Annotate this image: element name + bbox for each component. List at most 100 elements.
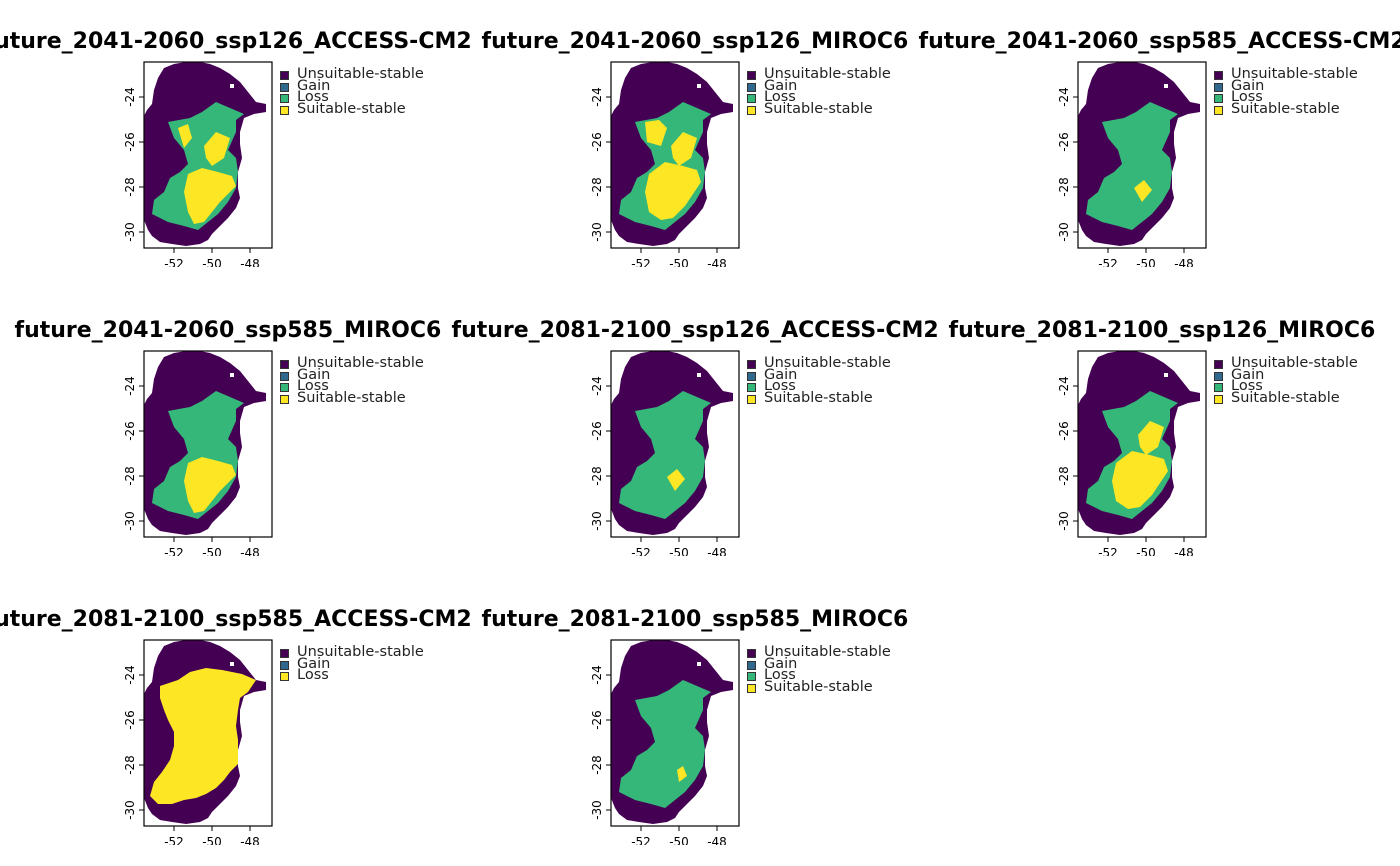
legend-label: Suitable-stable <box>764 101 873 118</box>
legend-swatch <box>1214 82 1223 92</box>
legend-item: Gain <box>1214 367 1358 382</box>
y-tick-label: -28 <box>123 755 137 775</box>
suitability-map: -52 -50 -48 -24 -26 -28 -30 <box>590 639 740 845</box>
panel-title: future_2041-2060_ssp126_MIROC6 <box>481 29 909 54</box>
x-tick-label: -48 <box>707 546 727 556</box>
legend-label: Unsuitable-stable <box>297 355 424 371</box>
no-data-cell <box>230 373 234 377</box>
map-legend: Unsuitable-stable Gain Loss <box>280 644 424 683</box>
y-tick-label: -24 <box>123 87 137 107</box>
legend-item: Unsuitable-stable <box>747 66 891 82</box>
legend-item: Suitable-stable <box>280 101 424 118</box>
legend-item: Suitable-stable <box>1214 102 1358 116</box>
suitability-map: -52 -50 -48 -24 -26 -28 -30 <box>590 61 740 267</box>
legend-item: Loss <box>747 379 891 394</box>
plot-frame <box>143 350 273 538</box>
y-tick-label: -26 <box>1057 421 1071 441</box>
legend-item: Suitable-stable <box>747 390 891 407</box>
legend-label: Unsuitable-stable <box>764 66 891 82</box>
region-suitable-stable <box>184 457 236 513</box>
legend-label: Unsuitable-stable <box>297 644 424 660</box>
legend-swatch <box>280 371 289 381</box>
legend-item: Unsuitable-stable <box>280 644 424 660</box>
y-tick-label: -28 <box>1057 466 1071 486</box>
y-tick-label: -24 <box>590 665 604 685</box>
map-legend: Unsuitable-stable Gain Loss Suitable-stable <box>1214 356 1358 405</box>
region-suitable-stable <box>645 162 701 220</box>
x-tick-label: -52 <box>1098 257 1118 267</box>
panel-title: future_2041-2060_ssp585_ACCESS-CM2 <box>918 29 1400 54</box>
x-tick-label: -48 <box>240 546 260 556</box>
x-tick-label: -52 <box>631 546 651 556</box>
plot-frame <box>610 350 740 538</box>
legend-item: Gain <box>1214 77 1358 94</box>
legend-item: Gain <box>280 77 424 94</box>
legend-item: Gain <box>747 656 891 671</box>
region-suitable-stable <box>1138 421 1164 455</box>
y-tick-label: -30 <box>123 800 137 820</box>
y-tick-label: -24 <box>123 665 137 685</box>
no-data-cell <box>1164 84 1168 88</box>
legend-item: Gain <box>280 656 424 671</box>
legend-label: Gain <box>297 77 331 94</box>
region-suitable-stable <box>178 124 192 148</box>
y-tick-label: -30 <box>1057 222 1071 242</box>
y-tick-label: -30 <box>123 511 137 531</box>
y-tick-label: -26 <box>590 421 604 441</box>
legend-item: Suitable-stable <box>1214 391 1358 405</box>
legend-label: Loss <box>297 378 329 395</box>
no-data-cell <box>230 662 234 666</box>
map-legend: Unsuitable-stable Gain Loss Suitable-stable <box>747 645 891 694</box>
panel-title: future_2081-2100_ssp126_ACCESS-CM2 <box>451 318 939 343</box>
region-suitable-stable <box>184 168 236 224</box>
x-tick-label: -52 <box>631 257 651 267</box>
legend-item: Suitable-stable <box>280 391 424 405</box>
legend-swatch <box>280 94 289 104</box>
suitability-map: -52 -50 -48 -24 -26 -28 -30 <box>123 61 273 267</box>
legend-label: Suitable-stable <box>297 101 406 118</box>
legend-swatch <box>280 672 289 682</box>
suitability-map: -52 -50 -48 -24 -26 -28 -30 <box>590 350 740 556</box>
legend-swatch <box>747 672 756 682</box>
legend-swatch <box>1214 383 1223 393</box>
legend-swatch <box>747 360 756 369</box>
legend-swatch <box>1214 94 1223 104</box>
legend-swatch <box>1214 106 1223 116</box>
y-tick-label: -24 <box>1057 87 1071 107</box>
y-tick-label: -30 <box>590 222 604 242</box>
map-legend: Unsuitable-stable Gain Loss Suitable-stable <box>280 66 424 118</box>
legend-label: Suitable-stable <box>764 390 873 407</box>
legend-label: Loss <box>297 89 329 106</box>
legend-label: Gain <box>1231 77 1265 94</box>
x-tick-label: -52 <box>164 835 184 845</box>
y-tick-label: -24 <box>590 87 604 107</box>
y-tick-label: -28 <box>590 755 604 775</box>
legend-item: Loss <box>1214 378 1358 395</box>
y-tick-label: -28 <box>123 466 137 486</box>
legend-swatch <box>1214 360 1223 369</box>
no-data-cell <box>697 373 701 377</box>
legend-label: Gain <box>764 77 798 94</box>
y-tick-label: -26 <box>590 710 604 730</box>
no-data-cell <box>1164 373 1168 377</box>
x-tick-label: -52 <box>164 546 184 556</box>
legend-item: Unsuitable-stable <box>747 645 891 659</box>
x-tick-label: -50 <box>669 546 689 556</box>
suitability-map: -52 -50 -48 -24 -26 -28 -30 <box>123 639 273 845</box>
legend-label: Loss <box>1231 378 1263 395</box>
y-tick-label: -28 <box>590 177 604 197</box>
panel-title: future_2041-2060_ssp585_MIROC6 <box>14 318 442 343</box>
plot-frame <box>143 61 273 249</box>
legend-item: Unsuitable-stable <box>747 356 891 370</box>
suitability-map: -52 -50 -48 -24 -26 -28 -30 <box>1057 350 1207 556</box>
y-tick-label: -24 <box>1057 376 1071 396</box>
plot-frame <box>143 639 273 827</box>
y-tick-label: -28 <box>1057 177 1071 197</box>
x-tick-label: -48 <box>1174 257 1194 267</box>
legend-swatch <box>747 660 756 670</box>
panel-title: future_2081-2100_ssp585_MIROC6 <box>481 607 909 632</box>
legend-label: Unsuitable-stable <box>297 66 424 82</box>
no-data-cell <box>230 84 234 88</box>
x-tick-label: -50 <box>202 257 222 267</box>
